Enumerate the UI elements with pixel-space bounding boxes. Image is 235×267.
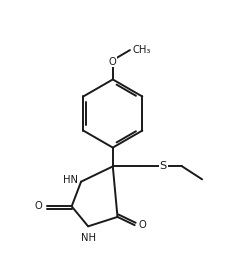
Text: O: O [35, 201, 42, 211]
Text: S: S [160, 161, 167, 171]
Text: HN: HN [63, 175, 78, 185]
Text: NH: NH [81, 233, 96, 244]
Text: CH₃: CH₃ [133, 45, 151, 55]
Text: O: O [109, 57, 117, 67]
Text: O: O [138, 220, 146, 230]
